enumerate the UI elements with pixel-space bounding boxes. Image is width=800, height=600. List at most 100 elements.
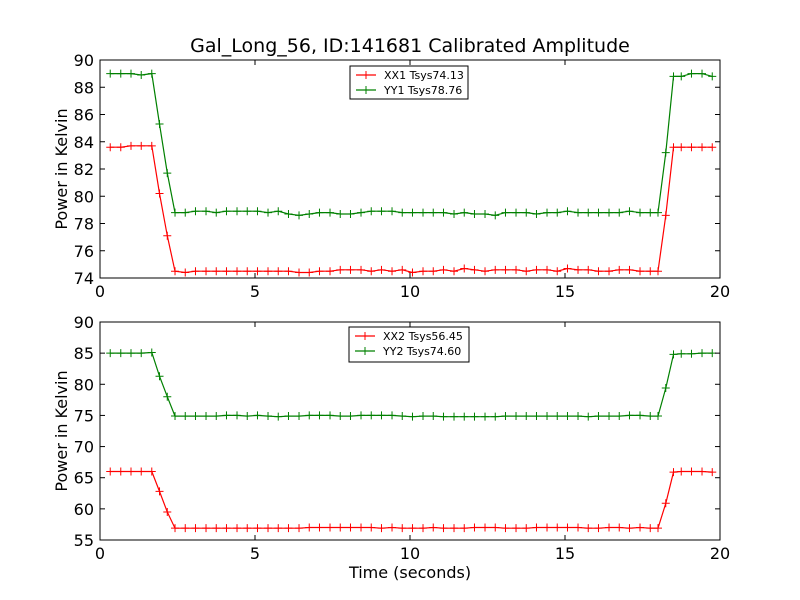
x-tick-label: 10 bbox=[400, 544, 420, 563]
data-point bbox=[212, 412, 221, 421]
data-point bbox=[305, 411, 314, 420]
data-point bbox=[532, 412, 541, 421]
data-point bbox=[460, 524, 469, 533]
data-point bbox=[708, 468, 717, 477]
data-point bbox=[512, 412, 521, 421]
data-point bbox=[274, 207, 283, 216]
data-point bbox=[563, 523, 572, 532]
data-point bbox=[625, 411, 634, 420]
data-point bbox=[654, 412, 662, 421]
y-tick-label: 78 bbox=[74, 215, 94, 234]
data-point bbox=[398, 412, 407, 421]
data-point bbox=[155, 189, 164, 198]
legend-label: YY1 Tsys78.76 bbox=[383, 84, 462, 97]
data-point bbox=[295, 412, 304, 421]
data-point bbox=[274, 267, 283, 276]
y-tick-label: 76 bbox=[74, 242, 94, 261]
data-point bbox=[305, 209, 314, 218]
data-point bbox=[222, 207, 231, 216]
data-point bbox=[429, 267, 438, 276]
data-point bbox=[284, 412, 293, 421]
data-point bbox=[698, 349, 707, 358]
data-point bbox=[336, 209, 345, 218]
data-point bbox=[253, 207, 262, 216]
data-point bbox=[388, 267, 397, 276]
data-point bbox=[615, 523, 624, 532]
x-tick-label: 15 bbox=[555, 282, 575, 301]
data-point bbox=[563, 264, 572, 273]
data-point bbox=[171, 412, 180, 421]
data-point bbox=[106, 69, 115, 78]
data-point bbox=[605, 267, 614, 276]
data-point bbox=[574, 523, 583, 532]
data-point bbox=[615, 208, 624, 217]
legend-box bbox=[349, 65, 469, 100]
data-point bbox=[295, 524, 304, 533]
data-point bbox=[137, 467, 146, 476]
data-point bbox=[147, 348, 156, 357]
data-point bbox=[264, 267, 273, 276]
data-point bbox=[522, 267, 531, 276]
data-point bbox=[163, 507, 172, 516]
x-tick-label: 5 bbox=[250, 544, 260, 563]
data-point bbox=[419, 267, 428, 276]
data-point bbox=[636, 208, 645, 217]
data-point bbox=[212, 267, 221, 276]
data-point bbox=[512, 208, 521, 217]
data-point bbox=[669, 350, 678, 359]
data-point bbox=[326, 411, 335, 420]
data-point bbox=[233, 524, 242, 533]
data-point bbox=[501, 524, 510, 533]
data-point bbox=[687, 69, 696, 78]
data-point bbox=[636, 411, 645, 420]
data-point bbox=[388, 207, 397, 216]
data-point bbox=[677, 72, 686, 81]
data-point bbox=[584, 524, 593, 533]
legend-label: YY2 Tsys74.60 bbox=[382, 345, 461, 358]
data-point bbox=[171, 267, 180, 276]
y-tick-label: 86 bbox=[74, 106, 94, 125]
data-point bbox=[654, 524, 662, 533]
data-point bbox=[687, 143, 696, 152]
data-point bbox=[677, 467, 686, 476]
data-point bbox=[388, 411, 397, 420]
data-point bbox=[163, 392, 172, 401]
data-point bbox=[501, 412, 510, 421]
data-point bbox=[687, 349, 696, 358]
y-tick-label: 85 bbox=[74, 344, 94, 363]
data-point bbox=[646, 208, 655, 217]
data-point bbox=[147, 467, 156, 476]
y-tick-label: 60 bbox=[74, 500, 94, 519]
data-point bbox=[284, 209, 293, 218]
legend-marker bbox=[362, 86, 370, 94]
data-point bbox=[512, 265, 521, 274]
data-point bbox=[315, 267, 324, 276]
data-point bbox=[636, 523, 645, 532]
data-point bbox=[346, 209, 355, 218]
data-point bbox=[264, 208, 273, 217]
data-point bbox=[315, 523, 324, 532]
series-line-0 bbox=[110, 470, 713, 529]
data-point bbox=[388, 523, 397, 532]
data-point bbox=[698, 143, 707, 152]
data-point bbox=[408, 412, 417, 421]
data-point bbox=[532, 523, 541, 532]
data-point bbox=[284, 267, 293, 276]
data-point bbox=[439, 524, 448, 533]
y-tick-label: 80 bbox=[74, 187, 94, 206]
data-point bbox=[605, 523, 614, 532]
data-point bbox=[460, 412, 469, 421]
data-point bbox=[163, 231, 172, 240]
data-point bbox=[646, 412, 655, 421]
data-point bbox=[429, 208, 438, 217]
data-point bbox=[264, 412, 273, 421]
y-tick-label: 84 bbox=[74, 133, 94, 152]
data-point bbox=[147, 141, 156, 150]
data-point bbox=[243, 267, 252, 276]
data-point bbox=[357, 208, 366, 217]
legend-label: XX2 Tsys56.45 bbox=[383, 330, 463, 343]
data-point bbox=[264, 524, 273, 533]
data-point bbox=[233, 411, 242, 420]
data-point bbox=[155, 120, 164, 129]
data-point bbox=[243, 524, 252, 533]
